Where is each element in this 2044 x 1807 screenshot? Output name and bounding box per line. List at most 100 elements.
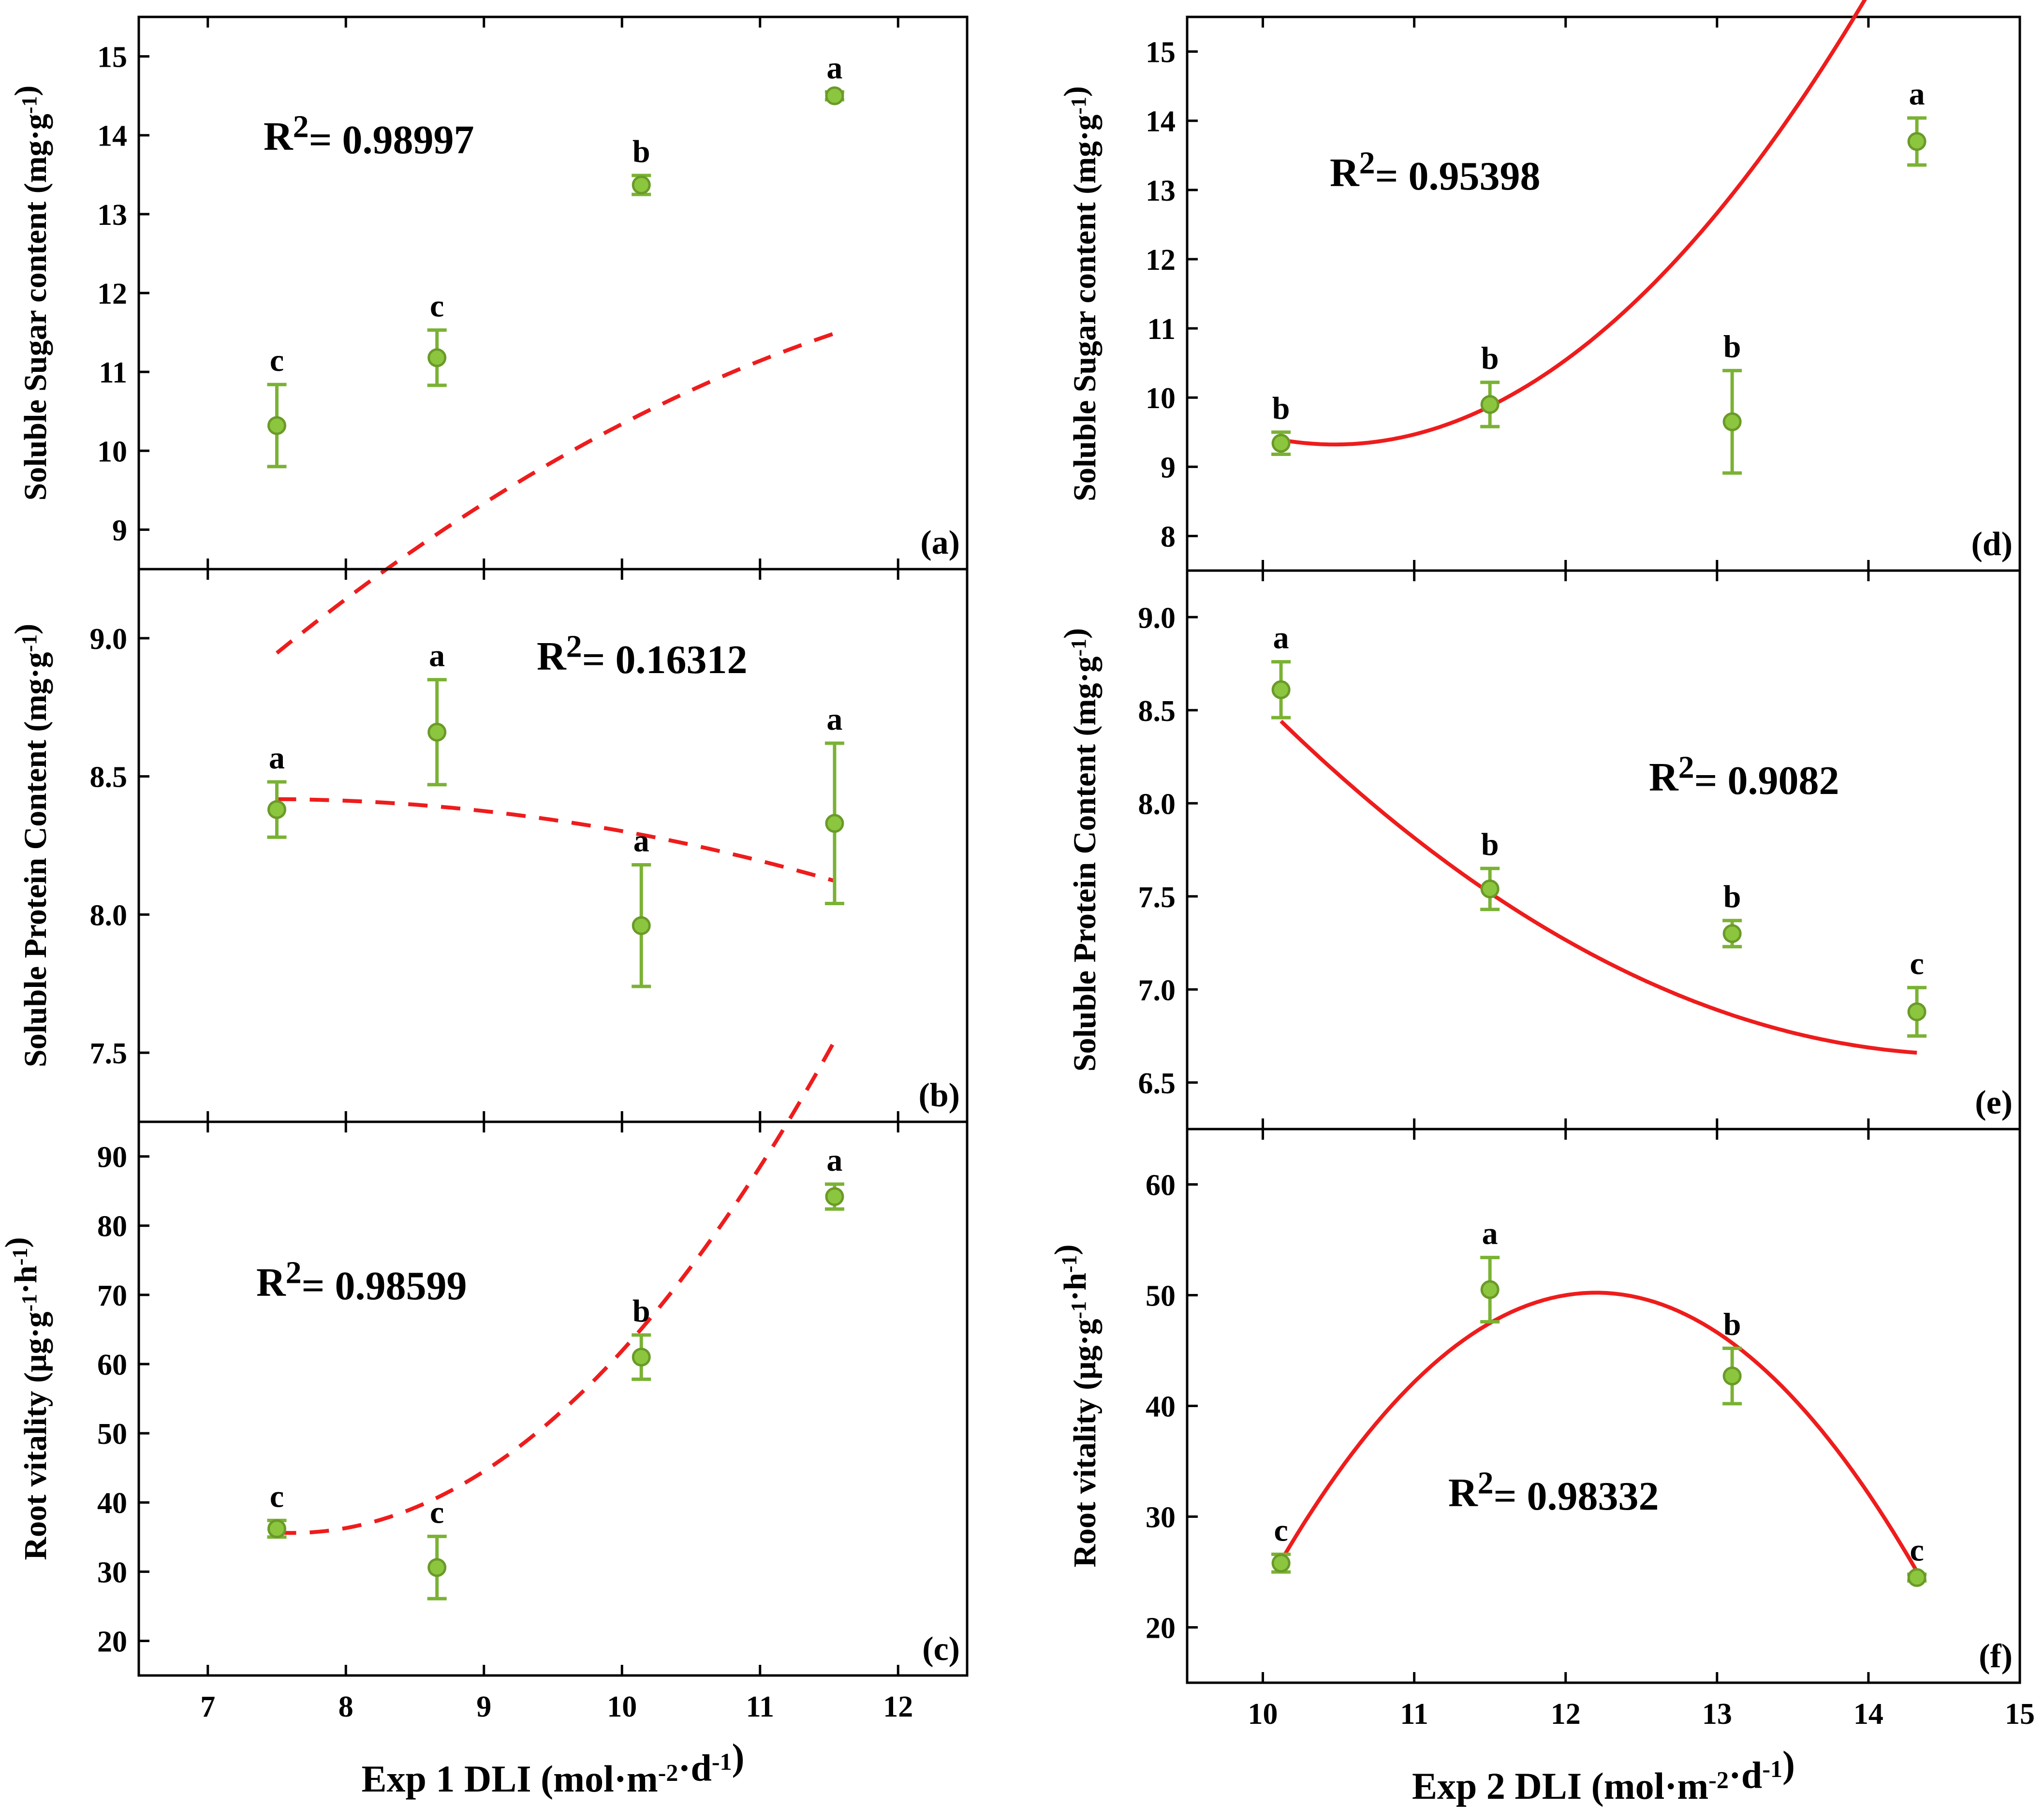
x-tick-label: 8 bbox=[338, 1690, 353, 1723]
significance-letter: c bbox=[430, 289, 444, 324]
data-point bbox=[1722, 924, 1742, 943]
r-squared-label: R2= 0.98997 bbox=[264, 109, 474, 163]
y-axis-title: Root vitality (μg·g-1·h-1) bbox=[1048, 1244, 1103, 1567]
y-tick-label: 9 bbox=[112, 514, 127, 547]
x-tick-label: 12 bbox=[883, 1690, 913, 1723]
significance-letter: a bbox=[633, 823, 649, 859]
plot-frame bbox=[1186, 1128, 2021, 1684]
panel-label: (f) bbox=[1979, 1638, 2013, 1675]
y-axis-title: Soluble Protein Content (mg·g-1) bbox=[8, 624, 53, 1067]
data-point bbox=[1271, 680, 1291, 699]
y-tick-label: 40 bbox=[1146, 1391, 1176, 1424]
fit-curve bbox=[1279, 1291, 1919, 1572]
x-tick-label: 15 bbox=[2005, 1698, 2035, 1731]
y-tick-label: 8.0 bbox=[90, 899, 128, 932]
x-tick-label: 12 bbox=[1551, 1698, 1581, 1731]
plot-frame bbox=[137, 1120, 969, 1677]
x-tick-label: 11 bbox=[746, 1690, 774, 1723]
y-tick-label: 90 bbox=[97, 1141, 127, 1174]
data-point bbox=[825, 1187, 844, 1206]
data-point bbox=[1480, 1280, 1500, 1299]
x-tick-label: 14 bbox=[1853, 1698, 1883, 1731]
r-squared-label: R2= 0.95398 bbox=[1330, 146, 1541, 199]
data-point bbox=[1722, 1366, 1742, 1386]
significance-letter: a bbox=[1482, 1216, 1498, 1251]
y-tick-label: 50 bbox=[1146, 1280, 1176, 1313]
panel-label: (a) bbox=[920, 524, 960, 561]
y-tick-label: 8.5 bbox=[1138, 695, 1176, 728]
y-axis-title: Soluble Sugar content (mg·g-1) bbox=[1058, 86, 1103, 501]
y-tick-label: 30 bbox=[1146, 1501, 1176, 1534]
y-tick-label: 20 bbox=[97, 1625, 127, 1658]
panel-d: 8 9 10 11 12 13 14 15 Soluble Sugar content (mg·… bbox=[1058, 0, 2021, 572]
y-tick-label: 9.0 bbox=[1138, 602, 1176, 634]
y-tick-label: 10 bbox=[97, 435, 127, 468]
data-point bbox=[427, 1558, 447, 1577]
y-tick-label: 13 bbox=[97, 199, 127, 232]
y-tick-label: 30 bbox=[97, 1556, 127, 1589]
significance-letter: b bbox=[1723, 879, 1741, 914]
x-tick-label: 11 bbox=[1400, 1698, 1428, 1731]
data-point bbox=[267, 1519, 286, 1539]
y-tick-label: 60 bbox=[1146, 1169, 1176, 1202]
panel-label: (d) bbox=[1971, 526, 2013, 563]
fit-curve bbox=[275, 331, 836, 655]
r-squared-label: R2= 0.16312 bbox=[537, 629, 748, 683]
y-tick-label: 15 bbox=[97, 41, 127, 74]
y-tick-label: 14 bbox=[1146, 105, 1176, 138]
significance-letter: b bbox=[632, 134, 650, 169]
panel-label: (c) bbox=[922, 1631, 960, 1668]
fit-curve bbox=[1280, 0, 1867, 447]
y-tick-label: 80 bbox=[97, 1210, 127, 1243]
y-tick-label: 11 bbox=[99, 356, 127, 389]
significance-letter: a bbox=[429, 638, 445, 674]
data-point bbox=[1271, 1554, 1291, 1573]
y-tick-label: 14 bbox=[97, 120, 127, 153]
data-point bbox=[1722, 412, 1742, 431]
significance-letter: c bbox=[1274, 1513, 1288, 1548]
significance-letter: c bbox=[270, 343, 284, 378]
fit-curve bbox=[1279, 720, 1917, 1055]
x-tick-label: 13 bbox=[1702, 1698, 1732, 1731]
y-tick-label: 15 bbox=[1146, 36, 1176, 69]
y-axis-title: Soluble Protein Content (mg·g-1) bbox=[1058, 628, 1103, 1072]
significance-letter: b bbox=[1723, 329, 1741, 364]
panel-f: 20 30 40 50 60 10 11 12 13 14 15 Exp 2 DLI (mol·m-2… bbox=[1048, 1128, 2035, 1807]
significance-letter: b bbox=[1481, 341, 1499, 376]
panel-label: (b) bbox=[918, 1077, 960, 1114]
r-squared-label: R2= 0.98599 bbox=[256, 1255, 467, 1309]
fit-curve bbox=[277, 797, 835, 883]
data-point bbox=[1907, 132, 1926, 151]
y-tick-label: 8 bbox=[1161, 520, 1176, 553]
r-squared-label: R2= 0.9082 bbox=[1649, 750, 1839, 804]
y-tick-label: 12 bbox=[97, 278, 127, 310]
x-tick-label: 7 bbox=[200, 1690, 215, 1723]
significance-letter: c bbox=[1910, 1533, 1924, 1568]
y-tick-label: 11 bbox=[1147, 313, 1176, 346]
plot-frame bbox=[1186, 569, 2021, 1131]
significance-letter: a bbox=[1273, 620, 1289, 656]
data-point bbox=[427, 348, 447, 367]
data-point bbox=[1480, 879, 1500, 898]
y-tick-label: 9.0 bbox=[90, 623, 128, 656]
y-tick-label: 12 bbox=[1146, 244, 1176, 277]
significance-letter: b bbox=[632, 1293, 650, 1329]
fit-curve bbox=[277, 1040, 837, 1535]
significance-letter: b bbox=[1481, 827, 1499, 862]
y-axis-title: Root vitality (μg·g-1·h-1) bbox=[0, 1237, 53, 1560]
data-point bbox=[267, 416, 286, 435]
y-tick-label: 9 bbox=[1161, 451, 1176, 484]
x-axis-title: Exp 1 DLI (mol·m-2·d-1) bbox=[362, 1736, 745, 1800]
y-tick-label: 10 bbox=[1146, 382, 1176, 415]
data-point bbox=[825, 86, 844, 105]
panel-label: (e) bbox=[1975, 1084, 2013, 1121]
significance-letter: c bbox=[430, 1495, 444, 1530]
significance-letter: c bbox=[1910, 946, 1924, 981]
data-point bbox=[632, 916, 651, 935]
data-point bbox=[825, 814, 844, 833]
x-axis-title: Exp 2 DLI (mol·m-2·d-1) bbox=[1412, 1743, 1795, 1807]
significance-letter: b bbox=[1272, 391, 1290, 426]
significance-letter: a bbox=[1909, 76, 1925, 112]
y-tick-label: 6.5 bbox=[1138, 1067, 1176, 1100]
y-tick-label: 8.0 bbox=[1138, 788, 1176, 821]
